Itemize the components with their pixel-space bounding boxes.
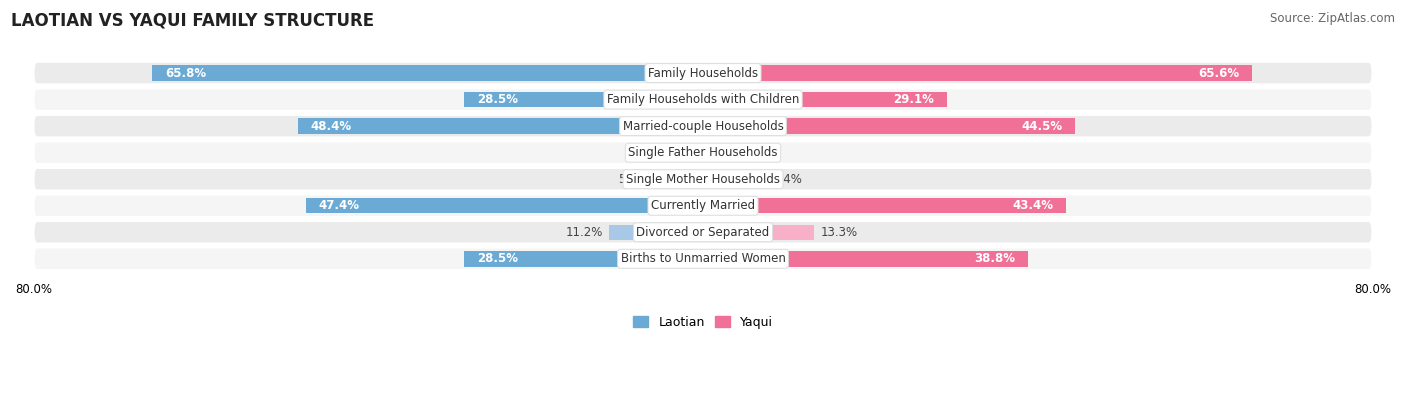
Text: 2.2%: 2.2% <box>648 146 678 159</box>
Legend: Laotian, Yaqui: Laotian, Yaqui <box>628 310 778 333</box>
Text: 11.2%: 11.2% <box>565 226 603 239</box>
Text: Family Households: Family Households <box>648 67 758 79</box>
Bar <box>703 66 1251 81</box>
Bar <box>703 198 1066 213</box>
Bar <box>152 66 703 81</box>
Text: Family Households with Children: Family Households with Children <box>607 93 799 106</box>
Bar <box>298 118 703 134</box>
Bar <box>464 92 703 107</box>
Text: 65.6%: 65.6% <box>1198 67 1240 79</box>
Text: 44.5%: 44.5% <box>1022 120 1063 133</box>
Bar <box>703 171 765 187</box>
Text: 5.8%: 5.8% <box>619 173 648 186</box>
Text: Married-couple Households: Married-couple Households <box>623 120 783 133</box>
Text: 3.2%: 3.2% <box>737 146 766 159</box>
Text: 48.4%: 48.4% <box>311 120 352 133</box>
Text: Single Mother Households: Single Mother Households <box>626 173 780 186</box>
Text: 29.1%: 29.1% <box>893 93 934 106</box>
Text: Divorced or Separated: Divorced or Separated <box>637 226 769 239</box>
FancyBboxPatch shape <box>34 115 1372 137</box>
Bar <box>703 145 730 160</box>
Text: Source: ZipAtlas.com: Source: ZipAtlas.com <box>1270 12 1395 25</box>
FancyBboxPatch shape <box>34 88 1372 111</box>
Bar <box>703 118 1076 134</box>
Text: 13.3%: 13.3% <box>821 226 858 239</box>
Text: Single Father Households: Single Father Households <box>628 146 778 159</box>
Bar <box>703 225 814 240</box>
Bar <box>654 171 703 187</box>
Text: 47.4%: 47.4% <box>319 199 360 212</box>
FancyBboxPatch shape <box>34 248 1372 270</box>
Bar <box>609 225 703 240</box>
FancyBboxPatch shape <box>34 62 1372 85</box>
Text: 28.5%: 28.5% <box>477 93 517 106</box>
Text: 38.8%: 38.8% <box>974 252 1015 265</box>
Text: 43.4%: 43.4% <box>1012 199 1053 212</box>
Text: Currently Married: Currently Married <box>651 199 755 212</box>
FancyBboxPatch shape <box>34 141 1372 164</box>
Bar <box>307 198 703 213</box>
FancyBboxPatch shape <box>34 221 1372 244</box>
Text: 7.4%: 7.4% <box>772 173 801 186</box>
Text: 65.8%: 65.8% <box>165 67 207 79</box>
Bar <box>703 92 946 107</box>
FancyBboxPatch shape <box>34 194 1372 217</box>
FancyBboxPatch shape <box>34 168 1372 190</box>
Bar <box>464 251 703 267</box>
Text: 28.5%: 28.5% <box>477 252 517 265</box>
Bar <box>685 145 703 160</box>
Text: Births to Unmarried Women: Births to Unmarried Women <box>620 252 786 265</box>
Bar <box>703 251 1028 267</box>
Text: LAOTIAN VS YAQUI FAMILY STRUCTURE: LAOTIAN VS YAQUI FAMILY STRUCTURE <box>11 12 374 30</box>
